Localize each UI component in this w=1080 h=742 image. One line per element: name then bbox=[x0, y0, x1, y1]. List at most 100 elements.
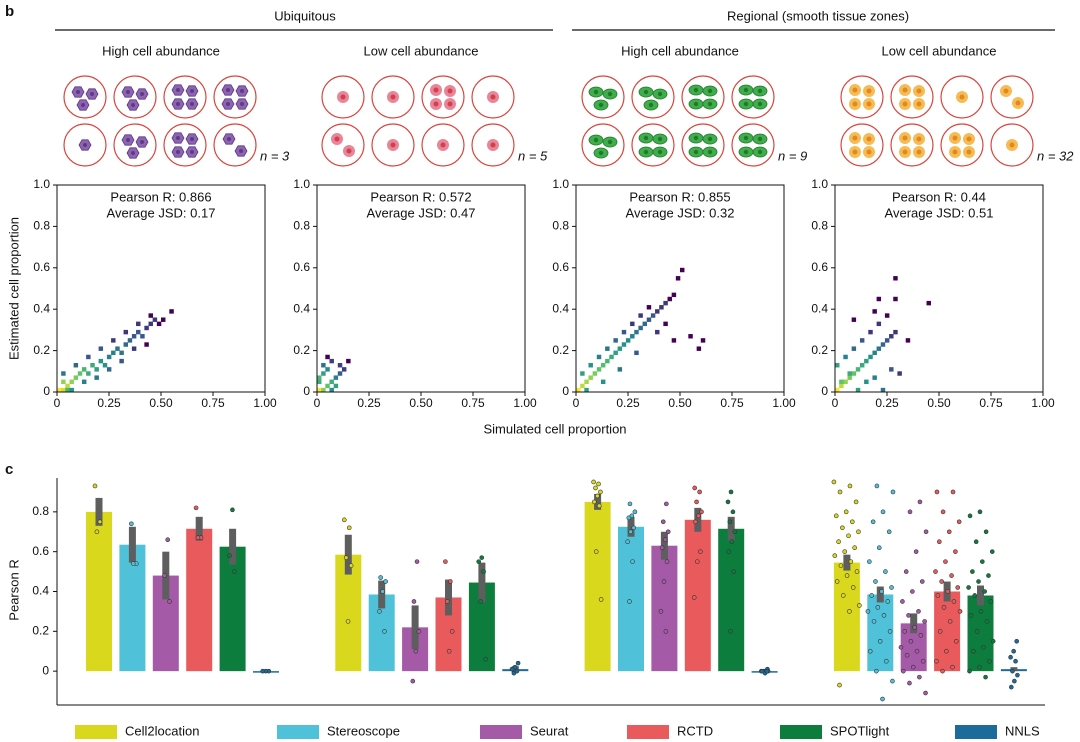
nucleus bbox=[757, 136, 763, 142]
data-point bbox=[950, 489, 956, 495]
nucleus bbox=[693, 149, 699, 155]
data-point bbox=[348, 563, 354, 568]
nucleus bbox=[648, 102, 654, 108]
x-tick-label: 0.25 bbox=[616, 396, 640, 410]
bar bbox=[718, 528, 745, 672]
legend-label: Stereoscope bbox=[327, 723, 400, 738]
data-point bbox=[692, 485, 697, 491]
hist-cell bbox=[872, 375, 877, 380]
spot bbox=[163, 123, 207, 167]
hist-cell bbox=[851, 317, 857, 322]
hist-cell bbox=[77, 371, 83, 376]
hist-cell bbox=[600, 379, 606, 385]
data-point bbox=[953, 638, 959, 644]
data-point bbox=[380, 589, 385, 594]
data-point bbox=[693, 519, 698, 525]
data-point bbox=[943, 559, 948, 564]
data-point bbox=[848, 559, 854, 564]
data-point bbox=[663, 629, 669, 634]
nucleus bbox=[1015, 100, 1021, 106]
y-tick-label: 0.2 bbox=[32, 623, 49, 637]
n-label: n = 5 bbox=[518, 148, 548, 163]
x-tick-label: 0.75 bbox=[979, 396, 1003, 410]
nucleus bbox=[757, 101, 763, 107]
data-point bbox=[940, 509, 946, 515]
hist-cell bbox=[329, 379, 334, 385]
nucleus bbox=[433, 87, 439, 93]
hist-cell bbox=[663, 321, 668, 327]
hist-cell bbox=[325, 383, 330, 389]
y-tick-label: 0.2 bbox=[33, 343, 50, 357]
hist-cell bbox=[317, 375, 322, 380]
spot bbox=[371, 75, 415, 119]
hist-cell bbox=[136, 321, 141, 327]
data-point bbox=[837, 682, 842, 688]
data-point bbox=[987, 658, 992, 664]
nucleus bbox=[226, 102, 230, 106]
hist-cell bbox=[81, 379, 87, 385]
hist-cell bbox=[630, 334, 635, 339]
hist-cell bbox=[680, 267, 685, 273]
data-point bbox=[595, 493, 600, 499]
data-point bbox=[865, 609, 871, 614]
data-point bbox=[900, 599, 905, 604]
error-bar bbox=[411, 605, 419, 650]
data-point bbox=[970, 569, 975, 574]
hist-cell bbox=[321, 371, 326, 376]
data-point bbox=[842, 549, 848, 554]
nucleus bbox=[852, 135, 858, 141]
hist-cell bbox=[839, 383, 844, 389]
spot bbox=[631, 75, 675, 119]
bar bbox=[119, 544, 146, 672]
legend-swatch bbox=[780, 725, 822, 739]
x-tick-label: 0.50 bbox=[149, 396, 173, 410]
nucleus bbox=[447, 88, 453, 94]
hist-cell bbox=[880, 342, 886, 347]
hist-cell bbox=[889, 334, 894, 339]
data-point bbox=[840, 525, 845, 531]
data-point bbox=[416, 629, 422, 634]
data-point bbox=[869, 593, 874, 598]
data-point bbox=[980, 644, 986, 650]
hist-cell bbox=[131, 334, 137, 339]
hist-cell bbox=[148, 321, 153, 327]
x-tick-label: 0.50 bbox=[927, 396, 951, 410]
nucleus bbox=[852, 149, 858, 155]
data-point bbox=[837, 489, 843, 495]
hist-cell bbox=[667, 296, 672, 302]
error-bar bbox=[977, 585, 984, 606]
data-point bbox=[986, 573, 991, 578]
hist-cell bbox=[325, 367, 330, 372]
hist-cell bbox=[843, 379, 848, 385]
data-point bbox=[836, 539, 841, 545]
data-point bbox=[907, 509, 913, 515]
data-point bbox=[947, 619, 953, 624]
spot bbox=[940, 75, 984, 119]
data-point bbox=[903, 569, 909, 574]
nucleus bbox=[390, 94, 396, 100]
data-point bbox=[968, 613, 974, 618]
data-point bbox=[951, 599, 957, 604]
y-tick-label: 0 bbox=[303, 384, 310, 398]
error-bar bbox=[627, 516, 635, 537]
nucleus bbox=[902, 101, 908, 107]
data-point bbox=[664, 559, 670, 564]
x-tick-label: 0 bbox=[832, 396, 839, 410]
data-point bbox=[854, 569, 860, 574]
data-point bbox=[939, 579, 944, 584]
spot bbox=[681, 75, 725, 119]
legend-swatch bbox=[480, 725, 522, 739]
hist-cell bbox=[69, 379, 74, 385]
data-point bbox=[949, 573, 954, 578]
y-tick-label: 0.8 bbox=[552, 219, 569, 233]
spot bbox=[840, 123, 884, 167]
nucleus bbox=[176, 136, 180, 140]
y-tick-label: 0 bbox=[562, 384, 569, 398]
hist-cell bbox=[65, 387, 70, 393]
nucleus bbox=[433, 101, 439, 107]
nucleus bbox=[743, 135, 749, 141]
data-point bbox=[725, 499, 731, 505]
data-point bbox=[596, 503, 602, 509]
hist-cell bbox=[613, 350, 618, 356]
hist-cell bbox=[329, 387, 334, 393]
